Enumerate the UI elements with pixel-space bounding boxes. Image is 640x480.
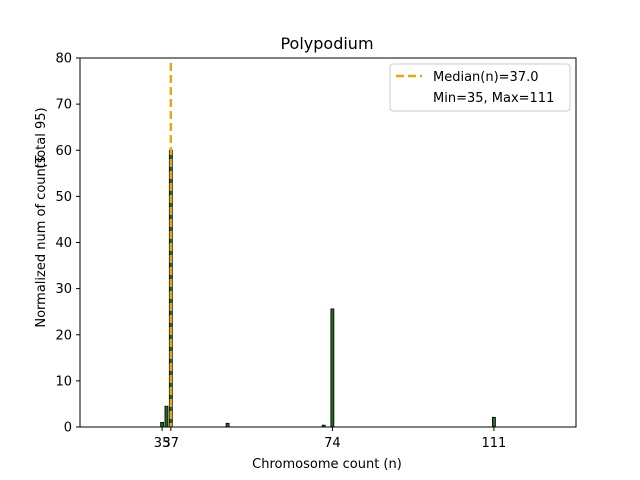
- histogram-bar: [168, 149, 173, 428]
- x-axis-label: Chromosome count (n): [252, 457, 402, 472]
- x-tick-label: 74: [324, 436, 341, 451]
- y-axis: 0 10 20 30 40 50 60 70 80: [55, 52, 80, 436]
- x-tick-label: 35: [154, 436, 171, 451]
- legend-frame: [389, 63, 571, 112]
- histogram-bar: [492, 416, 496, 428]
- y-tick-label: 70: [55, 98, 72, 113]
- axes-frame: [79, 57, 577, 428]
- y-axis-total-label: (Total 95): [34, 107, 49, 168]
- histogram-bar: [160, 421, 164, 428]
- x-tick-label: 37: [163, 436, 180, 451]
- y-tick-label: 80: [55, 52, 72, 67]
- x-tick-label: 111: [482, 436, 507, 451]
- y-tick-label: 10: [55, 374, 72, 389]
- y-tick-label: 0: [64, 421, 72, 436]
- y-tick-label: 30: [55, 282, 72, 297]
- y-axis-label: Normalized num of counts: [34, 156, 49, 327]
- legend-range-label: Min=35, Max=111: [433, 91, 554, 106]
- histogram-bar: [164, 405, 169, 428]
- plot-area: [79, 57, 577, 428]
- y-tick-label: 20: [55, 328, 72, 343]
- legend: Median(n)=37.0 Min=35, Max=111: [389, 63, 571, 112]
- y-tick-label: 40: [55, 236, 72, 251]
- y-tick-label: 60: [55, 144, 72, 159]
- histogram-bar: [225, 422, 230, 428]
- histogram-bar: [330, 308, 335, 428]
- y-tick-label: 50: [55, 190, 72, 205]
- legend-median-label: Median(n)=37.0: [433, 70, 539, 85]
- chart-title: Polypodium: [280, 34, 373, 53]
